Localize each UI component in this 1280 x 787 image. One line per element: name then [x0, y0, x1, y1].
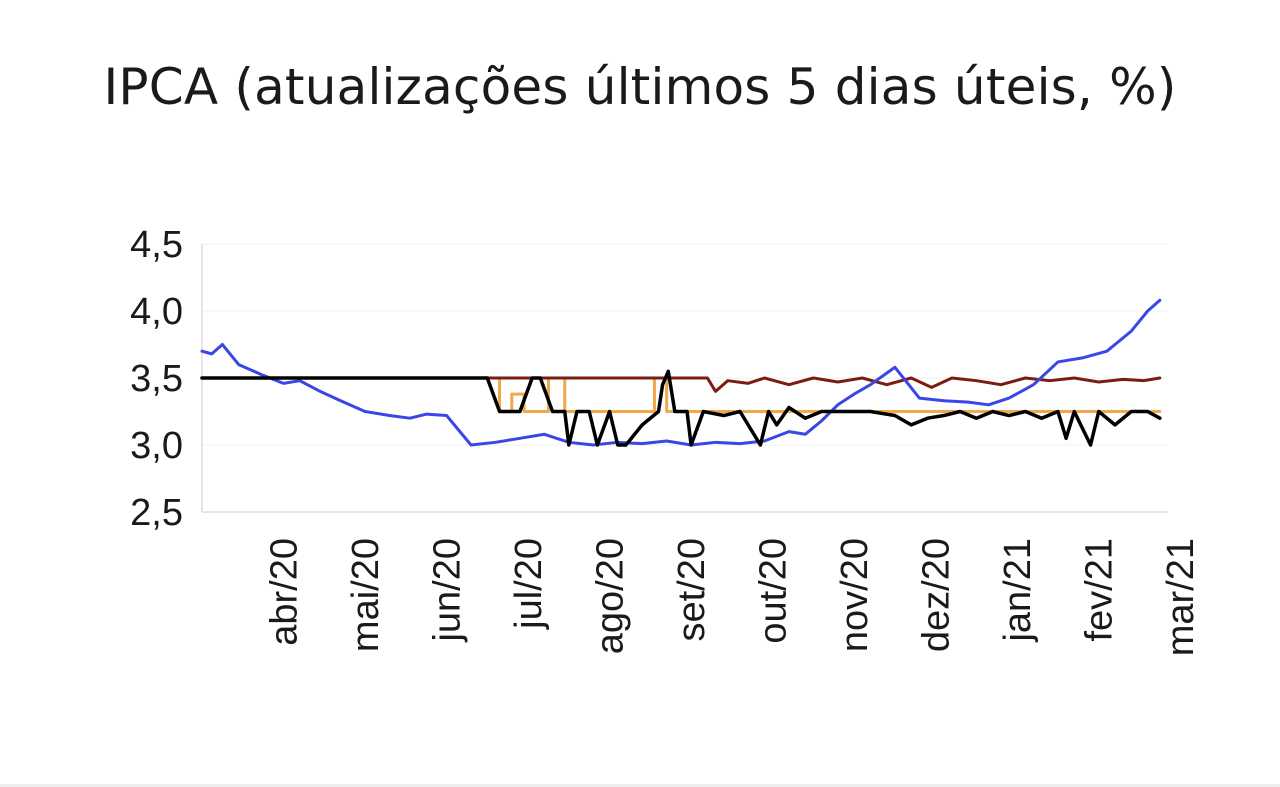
x-tick-label: out/20 [753, 538, 795, 644]
x-tick-label: nov/20 [834, 538, 876, 652]
chart-title: IPCA (atualizações últimos 5 dias úteis,… [103, 58, 1177, 116]
x-tick-label: jan/21 [997, 538, 1039, 643]
x-tick-label: jun/20 [427, 538, 469, 643]
x-tick-label: abr/20 [264, 538, 306, 646]
y-tick-label: 4,5 [130, 224, 183, 266]
x-tick-label: fev/21 [1079, 538, 1121, 642]
y-tick-label: 4,0 [130, 291, 183, 333]
series-line-3 [200, 298, 1162, 447]
x-tick-labels: abr/20 mai/20 jun/20 jul/20 ago/20 set/20 out/… [264, 538, 1203, 656]
x-tick-label: mar/21 [1160, 538, 1202, 656]
y-tick-label: 3,5 [130, 358, 183, 400]
x-tick-label: set/20 [671, 538, 713, 642]
bottom-divider [0, 784, 1280, 787]
x-tick-label: mai/20 [345, 538, 387, 652]
y-tick-label: 3,0 [130, 425, 183, 467]
series-layer [200, 298, 1162, 447]
y-tick-label: 2,5 [130, 492, 183, 534]
grid-lines [202, 243, 1168, 446]
x-tick-label: dez/20 [916, 538, 958, 652]
y-tick-labels: 2,5 3,0 3,5 4,0 4,5 [130, 224, 183, 534]
x-tick-label: ago/20 [590, 538, 632, 654]
series-line-4 [200, 369, 1162, 447]
series-line-2 [200, 376, 1162, 393]
x-tick-label: jul/20 [508, 538, 550, 630]
